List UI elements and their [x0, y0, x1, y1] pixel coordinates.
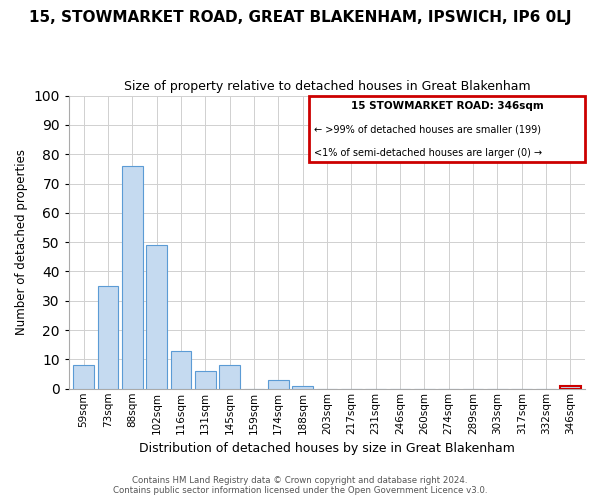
Bar: [146, 245, 167, 389]
Bar: [219, 366, 240, 389]
Bar: [98, 286, 118, 389]
Y-axis label: Number of detached properties: Number of detached properties: [15, 149, 28, 335]
X-axis label: Distribution of detached houses by size in Great Blakenham: Distribution of detached houses by size …: [139, 442, 515, 455]
Text: <1% of semi-detached houses are larger (0) →: <1% of semi-detached houses are larger (…: [314, 148, 542, 158]
Bar: [170, 350, 191, 389]
Title: Size of property relative to detached houses in Great Blakenham: Size of property relative to detached ho…: [124, 80, 530, 93]
Text: 15 STOWMARKET ROAD: 346sqm: 15 STOWMARKET ROAD: 346sqm: [350, 102, 544, 112]
FancyBboxPatch shape: [309, 96, 585, 162]
Bar: [73, 366, 94, 389]
Text: Contains HM Land Registry data © Crown copyright and database right 2024.
Contai: Contains HM Land Registry data © Crown c…: [113, 476, 487, 495]
Bar: [560, 386, 581, 389]
Bar: [292, 386, 313, 389]
Bar: [268, 380, 289, 389]
Text: ← >99% of detached houses are smaller (199): ← >99% of detached houses are smaller (1…: [314, 125, 541, 135]
Text: 15, STOWMARKET ROAD, GREAT BLAKENHAM, IPSWICH, IP6 0LJ: 15, STOWMARKET ROAD, GREAT BLAKENHAM, IP…: [29, 10, 571, 25]
Bar: [122, 166, 143, 389]
Bar: [195, 371, 215, 389]
